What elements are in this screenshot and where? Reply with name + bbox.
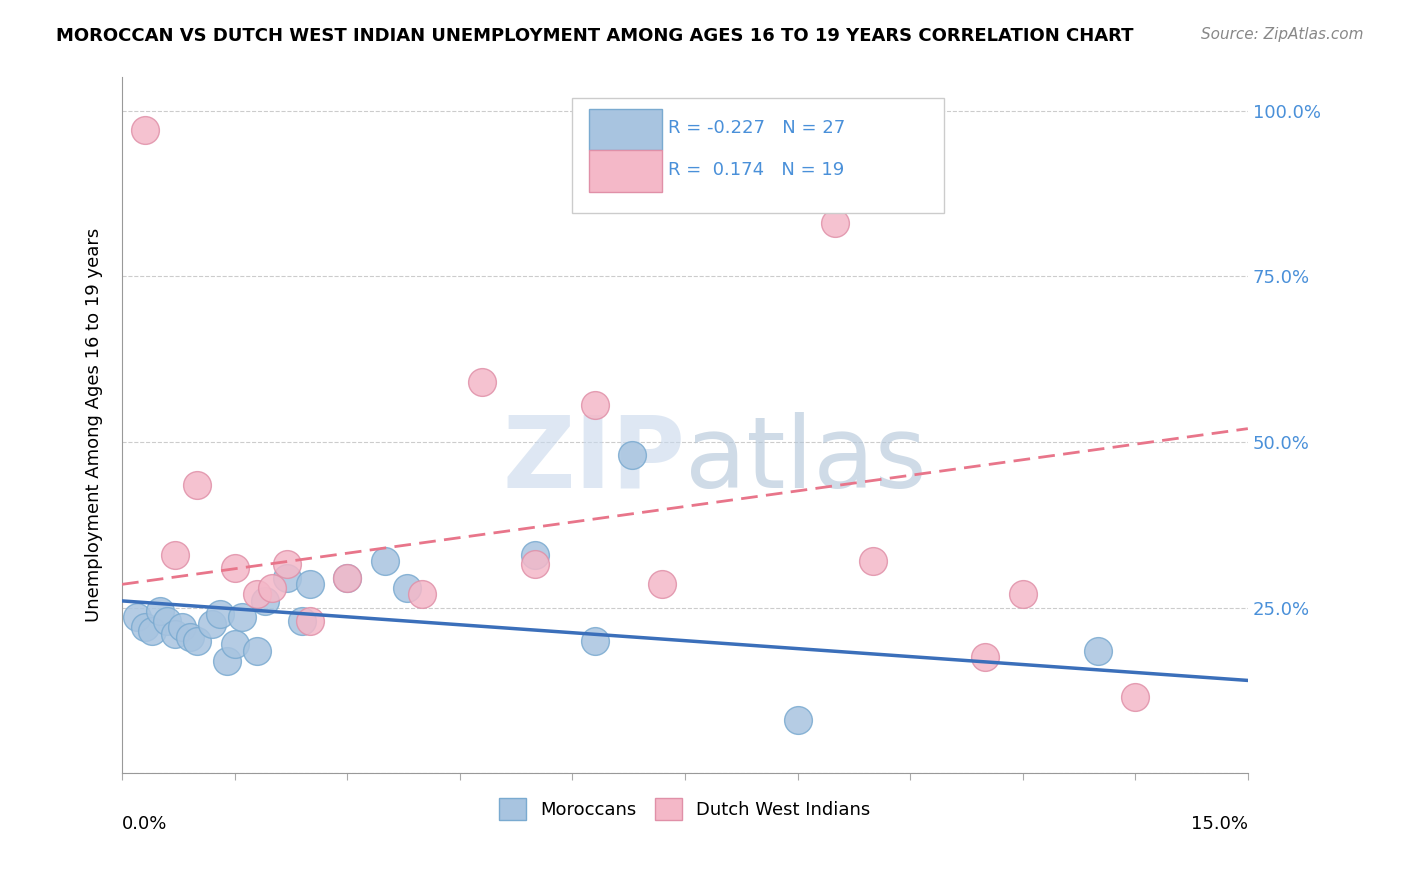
Point — [246, 587, 269, 601]
Point — [336, 571, 359, 585]
Point — [1123, 690, 1146, 704]
Point — [298, 614, 321, 628]
Point — [125, 610, 148, 624]
Point — [201, 617, 224, 632]
Point — [231, 610, 253, 624]
Point — [471, 376, 494, 390]
Y-axis label: Unemployment Among Ages 16 to 19 years: Unemployment Among Ages 16 to 19 years — [86, 228, 103, 623]
Point — [583, 633, 606, 648]
Text: R =  0.174   N = 19: R = 0.174 N = 19 — [668, 161, 845, 179]
Point — [276, 571, 298, 585]
FancyBboxPatch shape — [589, 109, 662, 151]
Text: R = -0.227   N = 27: R = -0.227 N = 27 — [668, 120, 845, 137]
Point — [621, 448, 644, 462]
Point — [276, 558, 298, 572]
Text: MOROCCAN VS DUTCH WEST INDIAN UNEMPLOYMENT AMONG AGES 16 TO 19 YEARS CORRELATION: MOROCCAN VS DUTCH WEST INDIAN UNEMPLOYME… — [56, 27, 1133, 45]
Point — [224, 637, 246, 651]
Point — [523, 548, 546, 562]
Legend: Moroccans, Dutch West Indians: Moroccans, Dutch West Indians — [492, 790, 877, 827]
Point — [291, 614, 314, 628]
Point — [262, 581, 284, 595]
Point — [651, 577, 673, 591]
Point — [583, 399, 606, 413]
Point — [156, 614, 179, 628]
Text: 0.0%: 0.0% — [122, 815, 167, 833]
Point — [148, 604, 170, 618]
Point — [336, 571, 359, 585]
Point — [186, 633, 208, 648]
Point — [396, 581, 419, 595]
Point — [172, 620, 194, 634]
Text: ZIP: ZIP — [502, 411, 685, 508]
Point — [134, 123, 156, 137]
Point — [374, 554, 396, 568]
Point — [163, 548, 186, 562]
Point — [253, 594, 276, 608]
Text: Source: ZipAtlas.com: Source: ZipAtlas.com — [1201, 27, 1364, 42]
Point — [208, 607, 231, 622]
Point — [786, 713, 808, 727]
Point — [163, 627, 186, 641]
Point — [974, 650, 997, 665]
Point — [298, 577, 321, 591]
Point — [217, 654, 239, 668]
Point — [246, 643, 269, 657]
Point — [186, 478, 208, 492]
Point — [862, 554, 884, 568]
Point — [141, 624, 163, 638]
Point — [1087, 643, 1109, 657]
Point — [224, 561, 246, 575]
Text: 15.0%: 15.0% — [1191, 815, 1249, 833]
Point — [134, 620, 156, 634]
FancyBboxPatch shape — [589, 151, 662, 193]
FancyBboxPatch shape — [572, 98, 943, 213]
Point — [179, 631, 201, 645]
Text: atlas: atlas — [685, 411, 927, 508]
Point — [1011, 587, 1033, 601]
Point — [824, 216, 846, 230]
Point — [523, 558, 546, 572]
Point — [411, 587, 433, 601]
